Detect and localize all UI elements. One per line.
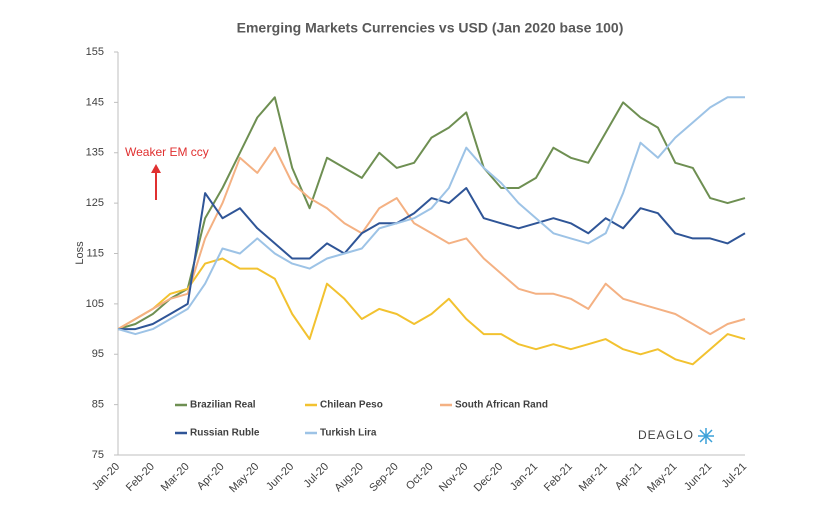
x-tick-label: Jun-21 bbox=[682, 461, 714, 493]
y-tick-label: 95 bbox=[92, 348, 104, 360]
x-tick-label: May-20 bbox=[227, 461, 261, 495]
x-tick-label: Jul-20 bbox=[301, 461, 331, 491]
x-tick-label: Apr-21 bbox=[613, 461, 645, 493]
x-tick-label: Jun-20 bbox=[264, 461, 296, 493]
x-tick-label: Jan-20 bbox=[90, 461, 122, 493]
x-tick-label: Dec-20 bbox=[472, 461, 506, 495]
x-tick-label: Mar-20 bbox=[159, 461, 192, 494]
x-tick-label: May-21 bbox=[645, 461, 679, 495]
y-tick-label: 115 bbox=[86, 247, 104, 259]
series-line bbox=[117, 96, 746, 331]
logo: DEAGLO bbox=[638, 428, 694, 442]
y-tick-label: 75 bbox=[92, 449, 104, 461]
series-line bbox=[117, 257, 746, 366]
y-tick-label: 135 bbox=[86, 147, 104, 159]
y-tick-label: 105 bbox=[86, 298, 104, 310]
y-axis-label: Loss bbox=[74, 241, 86, 265]
series-line bbox=[117, 96, 745, 336]
x-tick-label: Feb-21 bbox=[542, 461, 575, 494]
series-line bbox=[117, 146, 746, 336]
x-tick-label: Mar-21 bbox=[577, 461, 610, 494]
x-tick-label: Aug-20 bbox=[332, 461, 366, 495]
x-tick-label: Sep-20 bbox=[367, 461, 401, 495]
x-tick-label: Nov-20 bbox=[437, 461, 471, 495]
annotation: Weaker EM ccy bbox=[125, 145, 209, 159]
y-tick-label: 125 bbox=[86, 197, 104, 209]
legend-label: Chilean Peso bbox=[320, 400, 383, 411]
annotation-arrowhead bbox=[151, 164, 161, 173]
legend-label: Brazilian Real bbox=[190, 400, 256, 411]
y-tick-label: 85 bbox=[92, 399, 104, 411]
x-tick-label: Oct-20 bbox=[404, 461, 436, 493]
x-tick-label: Jan-21 bbox=[508, 461, 540, 493]
x-tick-label: Jul-21 bbox=[719, 461, 749, 491]
x-tick-label: Feb-20 bbox=[124, 461, 157, 494]
x-tick-label: Apr-20 bbox=[195, 461, 227, 493]
logo-icon bbox=[698, 428, 714, 444]
legend-label: Turkish Lira bbox=[320, 428, 377, 439]
y-tick-label: 145 bbox=[86, 96, 104, 108]
legend-label: Russian Ruble bbox=[190, 428, 260, 439]
chart-title: Emerging Markets Currencies vs USD (Jan … bbox=[237, 20, 624, 36]
legend-label: South African Rand bbox=[455, 400, 548, 411]
y-tick-label: 155 bbox=[86, 46, 104, 58]
series-line bbox=[118, 187, 746, 331]
